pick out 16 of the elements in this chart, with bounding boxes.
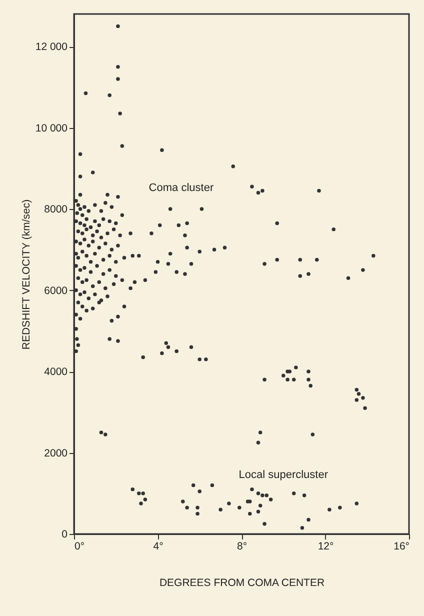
x-tick-label: 16° xyxy=(394,540,410,552)
annotation: Local supercluster xyxy=(238,469,328,482)
y-tick-label: 6000 xyxy=(44,284,68,297)
x-tick-label: 4° xyxy=(153,540,164,552)
y-tick-label: 4000 xyxy=(44,366,68,378)
y-tick-label: 0 xyxy=(62,528,68,540)
y-axis-title: REDSHIFT VELOCITY (km/sec) xyxy=(20,199,32,350)
x-tick-label: 0° xyxy=(74,540,85,552)
annotation: Coma cluster xyxy=(148,182,214,194)
x-axis-title: DEGREES FROM COMA CENTER xyxy=(159,577,325,589)
x-tick-label: 12° xyxy=(318,540,334,552)
y-tick-label: 8000 xyxy=(44,204,68,216)
x-tick-label: 8° xyxy=(236,540,248,552)
y-tick-label: 12 000 xyxy=(35,41,68,53)
y-tick-label: 10 000 xyxy=(35,122,68,134)
y-tick-label: 2000 xyxy=(44,447,68,460)
